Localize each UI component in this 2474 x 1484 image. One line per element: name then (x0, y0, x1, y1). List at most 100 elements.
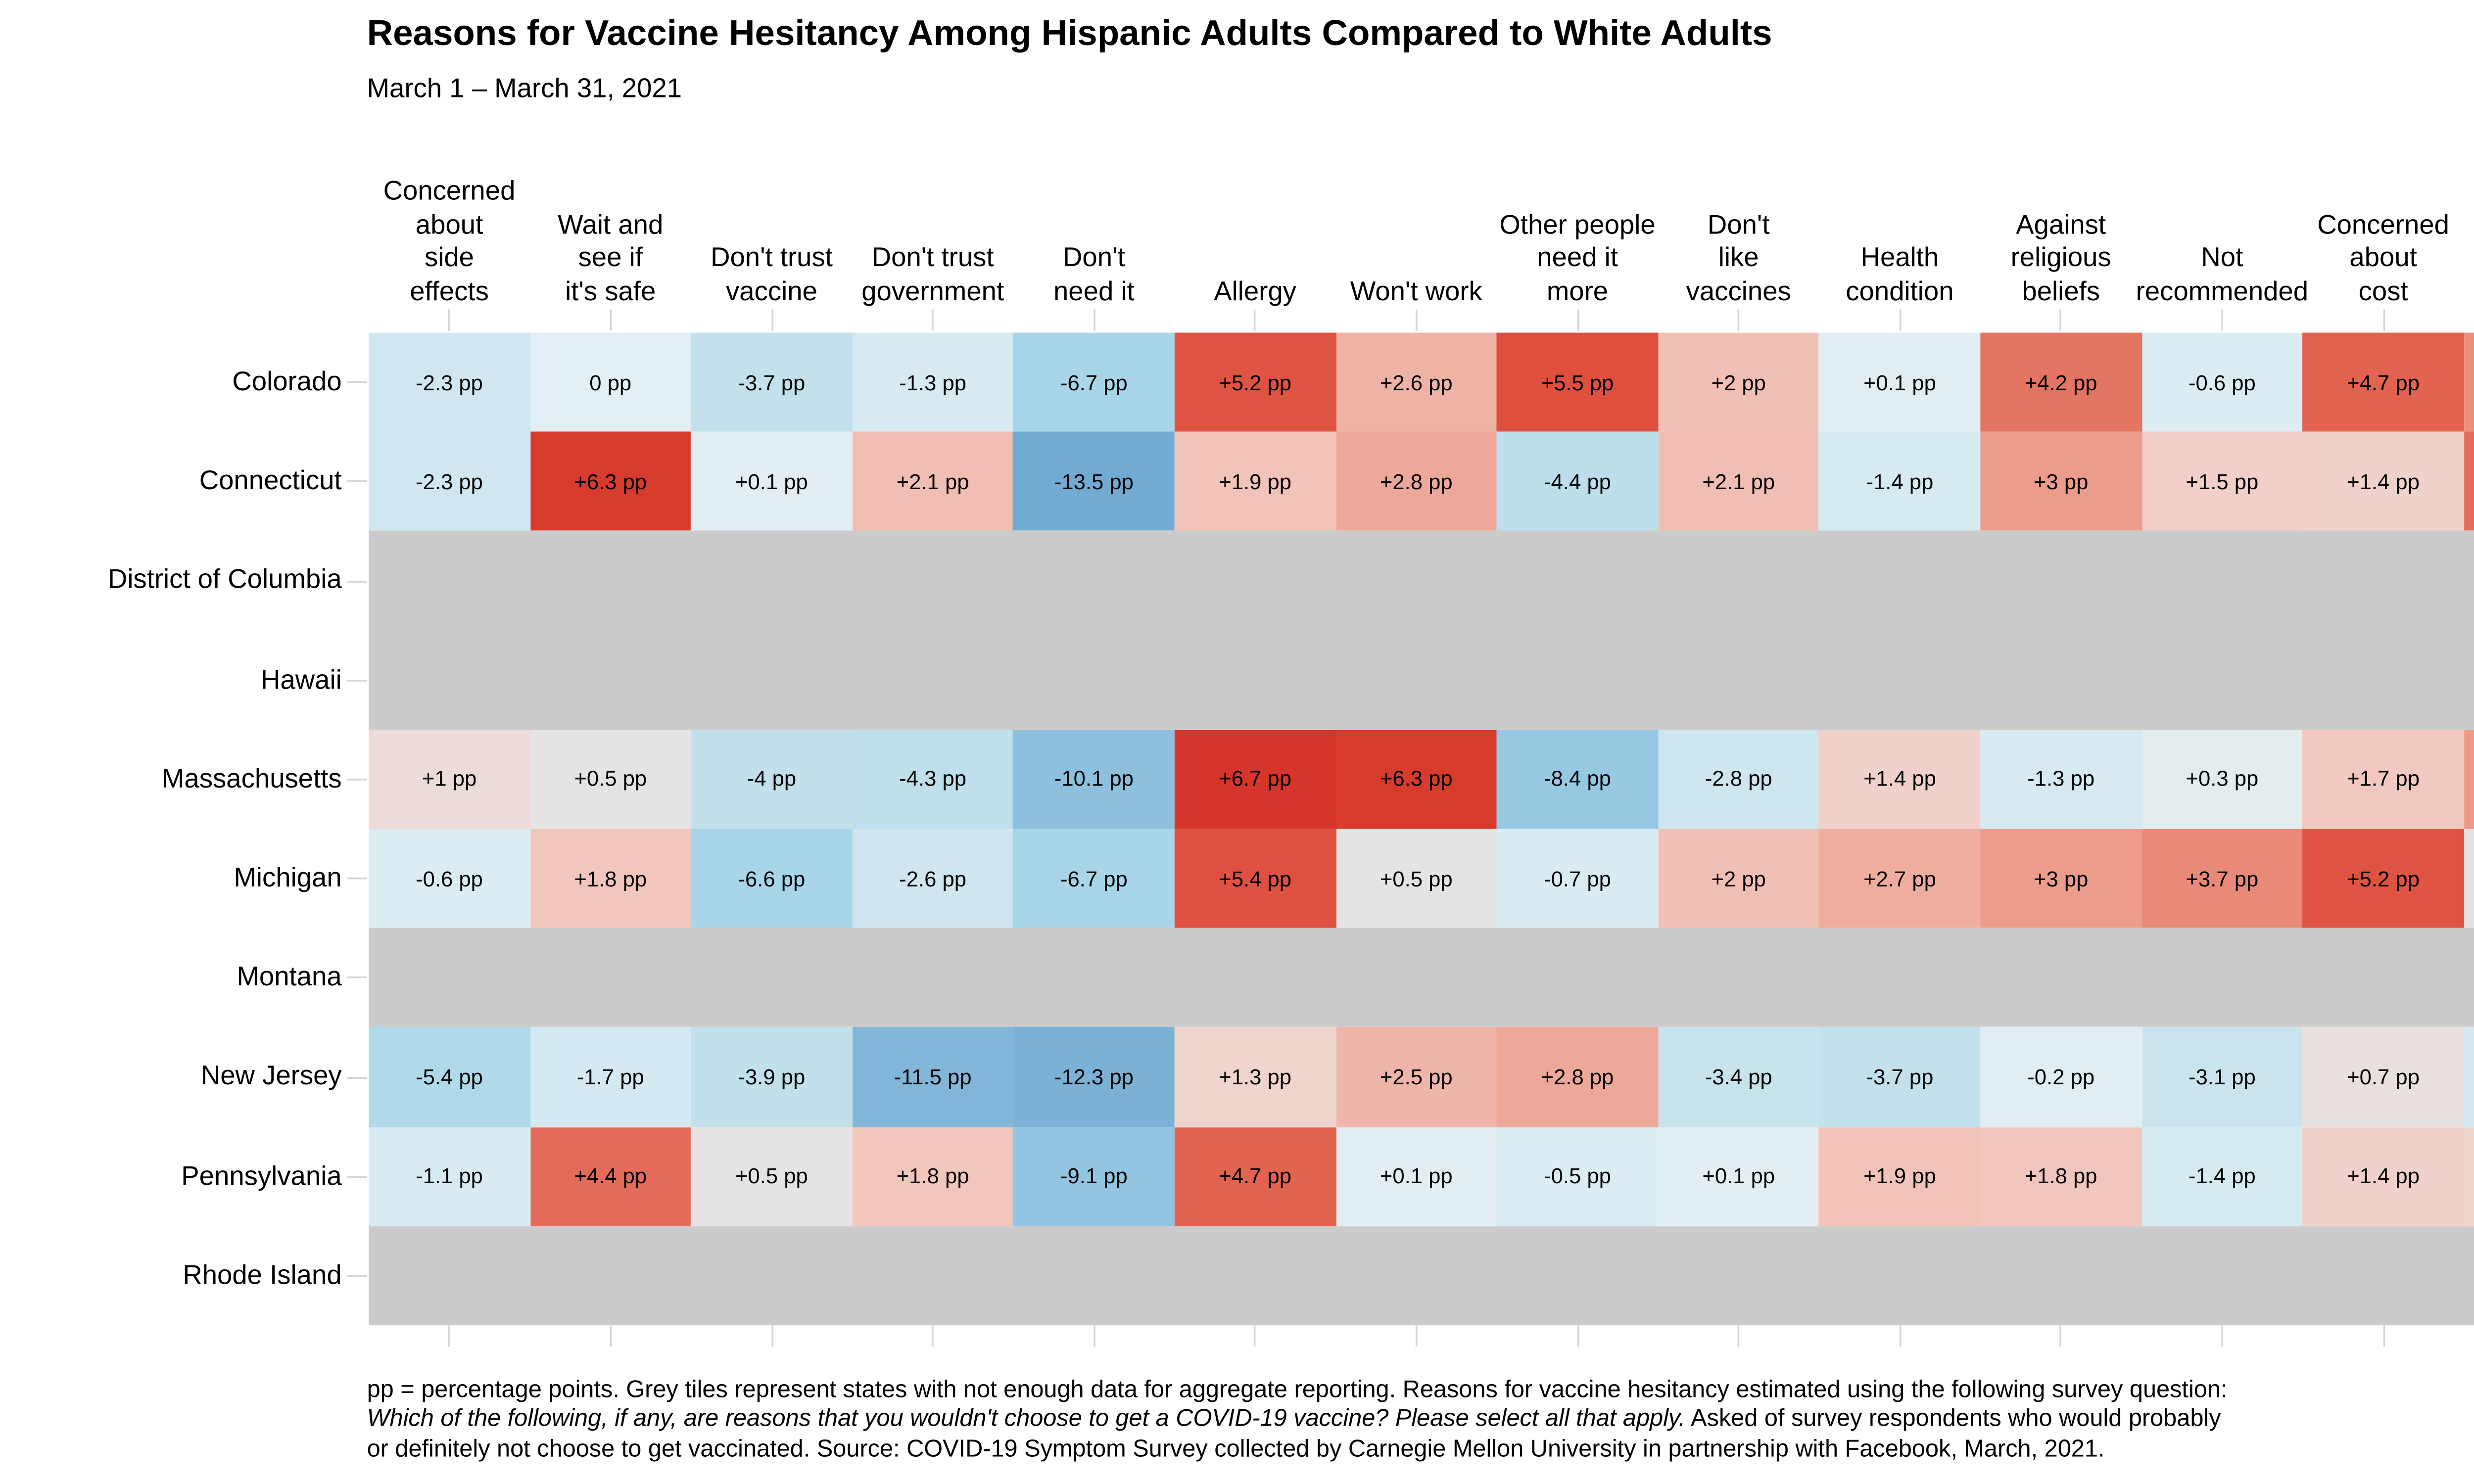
heatmap-cell: +1.4 pp (2302, 1126, 2464, 1226)
column-header: Concerned about side effects (383, 177, 516, 307)
heatmap-cell: +2.5 pp (1335, 1027, 1497, 1127)
no-data-row (369, 531, 2474, 631)
row-tick-left (347, 1175, 367, 1177)
axis-tick-bottom (1737, 1325, 1740, 1347)
axis-tick-top (932, 309, 934, 331)
heatmap-cell: +1.8 pp (529, 829, 691, 928)
axis-tick-bottom (448, 1325, 450, 1347)
heatmap-cell: +2.8 pp (1497, 1027, 1658, 1127)
heatmap-cell: +1.5 pp (2141, 432, 2303, 531)
heatmap-cell: +4.7 pp (2302, 332, 2464, 432)
heatmap-cell: +4.4 pp (2464, 432, 2474, 531)
axis-tick-top (2221, 309, 2223, 331)
heatmap-cell: -10.1 pp (1013, 730, 1175, 829)
heatmap-cell: +0.1 pp (1819, 332, 1981, 432)
row-label: Montana (237, 962, 342, 993)
heatmap-cell: +1.7 pp (2302, 730, 2464, 829)
heatmap-cell: +0.5 pp (529, 730, 691, 829)
heatmap-cell: +2.1 pp (1658, 432, 1819, 531)
row-label: Hawaii (261, 664, 342, 696)
row-tick-left (347, 480, 367, 483)
axis-tick-bottom (2060, 1325, 2062, 1347)
footnote-line1: pp = percentage points. Grey tiles repre… (367, 1375, 2228, 1403)
axis-tick-bottom (932, 1325, 934, 1347)
row-label: Massachusetts (161, 764, 342, 795)
row-label: Rhode Island (183, 1260, 342, 1291)
axis-tick-bottom (1576, 1325, 1578, 1347)
row-label: Colorado (232, 367, 342, 398)
heatmap-cell: -4 pp (691, 730, 853, 829)
heatmap-cell: -5.4 pp (369, 1027, 530, 1127)
heatmap-cell: -6.7 pp (1013, 829, 1175, 928)
no-data-row (369, 630, 2474, 730)
row-tick-left (347, 976, 367, 979)
column-header: Don't trust government (861, 243, 1004, 307)
heatmap-cell: +2.6 pp (1335, 332, 1497, 432)
row-label: New Jersey (200, 1062, 342, 1093)
heatmap-cell: -0.6 pp (369, 829, 530, 928)
axis-tick-top (1576, 309, 1578, 331)
row-label: Michigan (234, 863, 342, 894)
heatmap-cell: +0.1 pp (1335, 1126, 1497, 1226)
heatmap-cell: +5.2 pp (2302, 829, 2464, 928)
column-header: Don't like vaccines (1686, 210, 1791, 307)
heatmap-cell: +5.2 pp (1174, 332, 1336, 432)
heatmap-cell: -1.7 pp (2464, 1027, 2474, 1127)
heatmap-cell: +1.4 pp (1819, 730, 1981, 829)
column-header: Allergy (1214, 276, 1296, 307)
row-tick-left (347, 381, 367, 383)
heatmap-cell: +1.9 pp (1174, 432, 1336, 531)
heatmap-cell: -1.3 pp (852, 332, 1014, 432)
heatmap-cell: +5.4 pp (1174, 829, 1336, 928)
heatmap-cell: +0.3 pp (2141, 730, 2303, 829)
heatmap-cell: -2.3 pp (369, 332, 530, 432)
footnote-line2-rest: Asked of survey respondents who would pr… (1685, 1405, 2221, 1433)
no-data-row (369, 928, 2474, 1028)
axis-tick-bottom (1415, 1325, 1418, 1347)
heatmap-cell: +6.7 pp (1174, 730, 1336, 829)
heatmap-cell: +2.7 pp (1819, 829, 1981, 928)
axis-tick-bottom (1254, 1325, 1256, 1347)
row-tick-left (347, 580, 367, 582)
no-data-row (369, 1226, 2474, 1326)
heatmap-cell: +2 pp (1658, 829, 1819, 928)
heatmap-cell: +0.1 pp (1658, 1126, 1819, 1226)
heatmap-cell: -3.9 pp (691, 1027, 853, 1127)
column-header: Other people need it more (1499, 210, 1656, 307)
chart-subtitle: March 1 – March 31, 2021 (367, 74, 682, 104)
heatmap-cell: -4.4 pp (1497, 432, 1658, 531)
column-header: Wait and see if it's safe (558, 210, 664, 307)
row-tick-left (347, 778, 367, 781)
axis-tick-top (2060, 309, 2062, 331)
heatmap-cell: +1.4 pp (2302, 432, 2464, 531)
heatmap-cell: -2.3 pp (369, 432, 530, 531)
heatmap-cell: -1.4 pp (1819, 432, 1981, 531)
heatmap-cell: +4.7 pp (1174, 1126, 1336, 1226)
heatmap-cell: -1.1 pp (369, 1126, 530, 1226)
row-label: Pennsylvania (181, 1161, 342, 1192)
column-header: Not recommended (2136, 243, 2309, 307)
axis-tick-top (609, 309, 612, 331)
heatmap-cell: +0.5 pp (1335, 829, 1497, 928)
heatmap-cell: -9.1 pp (1013, 1126, 1175, 1226)
heatmap-cell: -12.3 pp (1013, 1027, 1175, 1127)
axis-tick-top (1737, 309, 1740, 331)
axis-tick-top (770, 309, 773, 331)
heatmap-cell: -0.6 pp (2141, 332, 2303, 432)
column-header: Won't work (1350, 276, 1482, 307)
heatmap-cell: -13.5 pp (1013, 432, 1175, 531)
heatmap-cell: +6.3 pp (1335, 730, 1497, 829)
axis-tick-top (448, 309, 450, 331)
column-header: Against religious beliefs (2010, 210, 2111, 307)
heatmap-cell: -0.2 pp (1980, 1027, 2142, 1127)
row-label: District of Columbia (107, 565, 342, 597)
heatmap-cell: -11.5 pp (852, 1027, 1014, 1127)
heatmap-cell: +2.1 pp (852, 432, 1014, 531)
heatmap-cell: +3.5 pp (2464, 332, 2474, 432)
heatmap-cell: +0.5 pp (691, 1126, 853, 1226)
heatmap-cell: +2.8 pp (1335, 432, 1497, 531)
heatmap-cell: +1.8 pp (1980, 1126, 2142, 1226)
axis-tick-top (1254, 309, 1256, 331)
axis-tick-bottom (609, 1325, 612, 1347)
heatmap-cell: +6.3 pp (529, 432, 691, 531)
